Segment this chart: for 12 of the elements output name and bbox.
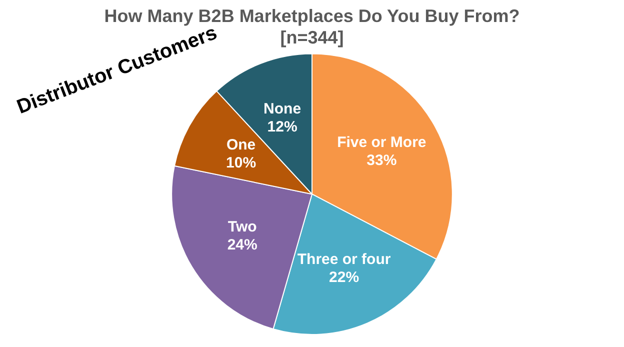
slice-label: Two (228, 218, 257, 236)
data-label: 10% (226, 154, 256, 172)
data-label: 22% (329, 269, 360, 286)
chart-subtitle: [n=344] (280, 27, 344, 48)
chart-title: How Many B2B Marketplaces Do You Buy From? (104, 6, 520, 26)
slice-label: Three or four (297, 251, 391, 268)
slice-label: Five or More (337, 134, 426, 152)
data-label: 33% (366, 152, 397, 170)
slice-label: None (264, 100, 302, 118)
data-label: 24% (227, 236, 258, 254)
data-label: 12% (267, 118, 298, 136)
slice-label: One (226, 136, 256, 154)
